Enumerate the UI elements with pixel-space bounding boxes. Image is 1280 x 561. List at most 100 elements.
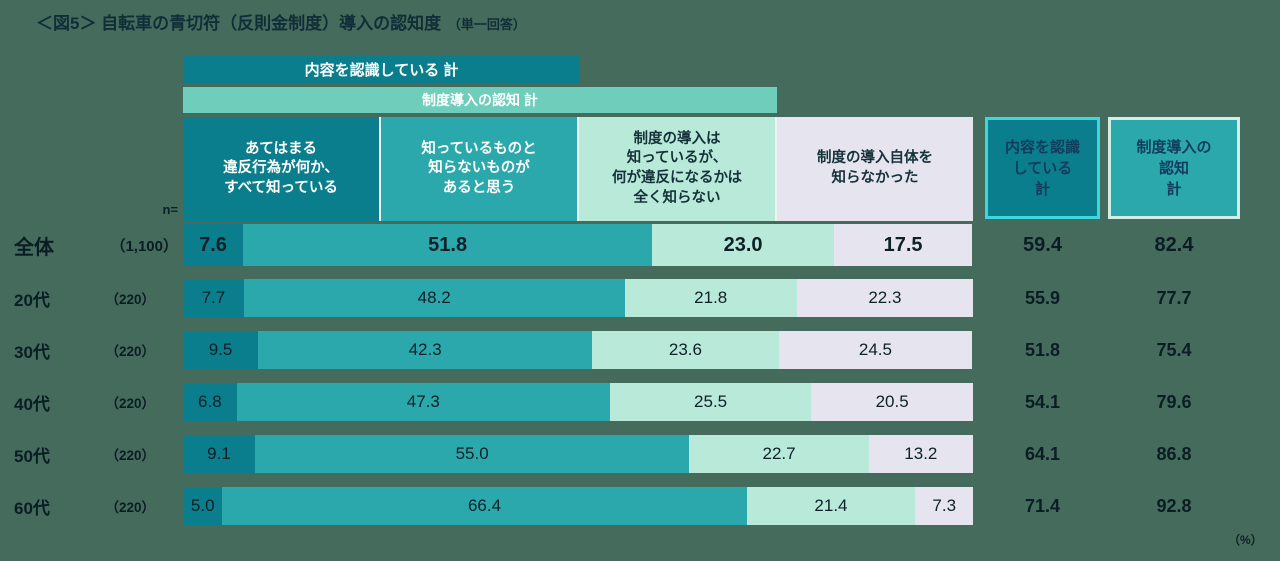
stacked-bar: 9.5 42.3 23.6 24.5	[183, 331, 973, 369]
row-sample-size: （220）	[105, 292, 155, 307]
bar-segment: 7.3	[915, 487, 974, 525]
segment-value: 5.0	[190, 496, 215, 515]
n-label: n=	[162, 202, 178, 217]
chart-row: 全体 （1,100） 7.6 51.8 23.0 17.5 59.4 82.4	[0, 224, 1280, 266]
segment-value: 6.8	[198, 392, 222, 411]
legend-band-content-recognition-total: 内容を認識している 計	[183, 55, 580, 83]
segment-value: 13.2	[904, 444, 938, 463]
summary-header-system-awareness: 制度導入の 認知 計	[1108, 117, 1240, 219]
summary-value-system-awareness: 77.7	[1156, 287, 1192, 308]
row-group-name: 30代	[14, 342, 50, 362]
category-headers: あてはまる 違反行為が何か、 すべて知っている 知っているものと 知らないものが…	[183, 117, 973, 221]
category-header-did-not-know: 制度の導入自体を 知らなかった	[775, 117, 973, 221]
summary-value-system-awareness: 82.4	[1154, 233, 1194, 256]
bar-segment: 9.5	[183, 331, 259, 369]
bar-segment: 17.5	[833, 224, 973, 266]
bar-segment: 48.2	[243, 279, 625, 317]
segment-value: 7.7	[201, 288, 226, 307]
bar-segment: 22.3	[796, 279, 973, 317]
bar-segment: 5.0	[183, 487, 223, 525]
bar-segment: 6.8	[183, 383, 237, 421]
row-group-name: 50代	[14, 446, 50, 466]
summary-value-content-recognition: 64.1	[1024, 443, 1061, 464]
summary-value-content-recognition: 55.9	[1024, 287, 1061, 308]
segment-value: 55.0	[455, 444, 489, 463]
category-header-know-intro-only: 制度の導入は 知っているが、 何が違反になるかは 全く知らない	[577, 117, 775, 221]
segment-value: 51.8	[428, 233, 468, 256]
bar-segment: 23.6	[592, 331, 779, 369]
row-group-name: 60代	[14, 498, 50, 518]
bar-segment: 20.5	[811, 383, 973, 421]
segment-value: 21.4	[814, 496, 848, 515]
bar-segment: 51.8	[243, 224, 653, 266]
bar-segment: 47.3	[236, 383, 610, 421]
bar-segment: 7.7	[183, 279, 244, 317]
segment-value: 22.7	[762, 444, 796, 463]
bar-segment: 42.3	[258, 331, 593, 369]
segment-value: 47.3	[406, 392, 440, 411]
stacked-bar: 9.1 55.0 22.7 13.2	[183, 435, 973, 473]
bar-segment: 7.6	[183, 224, 244, 266]
summary-value-system-awareness: 86.8	[1156, 443, 1192, 464]
stacked-bar: 7.6 51.8 23.0 17.5	[183, 224, 973, 266]
row-label: 20代 （220）	[0, 279, 183, 317]
row-sample-size: （220）	[105, 500, 155, 515]
category-header-know-some: 知っているものと 知らないものが あると思う	[379, 117, 577, 221]
row-label: 60代 （220）	[0, 487, 183, 525]
row-group-name: 全体	[14, 236, 54, 259]
chart-row: 20代 （220） 7.7 48.2 21.8 22.3 55.9 77.7	[0, 279, 1280, 317]
row-label: 全体 （1,100）	[0, 224, 183, 266]
bar-segment: 21.4	[746, 487, 916, 525]
segment-value: 48.2	[417, 288, 451, 307]
row-label: 40代 （220）	[0, 383, 183, 421]
legend-band-system-awareness-total: 制度導入の認知 計	[183, 87, 777, 113]
chart-row: 30代 （220） 9.5 42.3 23.6 24.5 51.8 75.4	[0, 331, 1280, 369]
bar-segment: 21.8	[624, 279, 797, 317]
summary-value-content-recognition: 59.4	[1023, 233, 1062, 256]
bar-segment: 9.1	[183, 435, 255, 473]
summary-value-content-recognition: 54.1	[1024, 391, 1061, 412]
segment-value: 7.6	[199, 233, 227, 256]
summary-value-system-awareness: 79.6	[1156, 391, 1192, 412]
segment-value: 20.5	[875, 392, 909, 411]
segment-value: 23.0	[723, 233, 763, 256]
stacked-bar: 6.8 47.3 25.5 20.5	[183, 383, 973, 421]
segment-value: 24.5	[858, 340, 892, 359]
segment-value: 9.5	[208, 340, 233, 359]
bar-segment: 24.5	[778, 331, 973, 369]
segment-value: 17.5	[883, 233, 923, 256]
row-sample-size: （220）	[105, 448, 155, 463]
segment-value: 22.3	[868, 288, 902, 307]
row-sample-size: （220）	[105, 344, 155, 359]
bar-segment: 66.4	[222, 487, 747, 525]
row-sample-size: （1,100）	[110, 237, 178, 255]
unit-label: （%）	[1228, 533, 1263, 547]
summary-value-content-recognition: 51.8	[1024, 339, 1061, 360]
segment-value: 66.4	[467, 496, 502, 515]
title-main: ＜図5＞ 自転車の青切符（反則金制度）導入の認知度	[36, 14, 442, 33]
stacked-bar: 5.0 66.4 21.4 7.3	[183, 487, 974, 525]
segment-value: 25.5	[694, 392, 728, 411]
row-group-name: 20代	[14, 290, 50, 310]
chart-row: 50代 （220） 9.1 55.0 22.7 13.2 64.1 86.8	[0, 435, 1280, 473]
summary-header-content-recognition: 内容を認識 している 計	[985, 117, 1100, 219]
segment-value: 7.3	[932, 496, 957, 515]
bar-segment: 13.2	[868, 435, 973, 473]
segment-value: 23.6	[668, 340, 702, 359]
bar-segment: 55.0	[254, 435, 690, 473]
summary-value-system-awareness: 92.8	[1156, 495, 1192, 516]
chart-row: 60代 （220） 5.0 66.4 21.4 7.3 71.4 92.8	[0, 487, 1280, 525]
chart-row: 40代 （220） 6.8 47.3 25.5 20.5 54.1 79.6	[0, 383, 1280, 421]
category-header-know-all: あてはまる 違反行為が何か、 すべて知っている	[183, 117, 379, 221]
chart-rows: 全体 （1,100） 7.6 51.8 23.0 17.5 59.4 82.4 20代 （220）…	[0, 224, 1280, 539]
stacked-bar: 7.7 48.2 21.8 22.3	[183, 279, 973, 317]
summary-value-system-awareness: 75.4	[1156, 339, 1192, 360]
row-sample-size: （220）	[105, 396, 155, 411]
bar-segment: 25.5	[609, 383, 812, 421]
segment-value: 21.8	[694, 288, 728, 307]
row-label: 30代 （220）	[0, 331, 183, 369]
segment-value: 42.3	[408, 340, 442, 359]
bar-segment: 23.0	[652, 224, 834, 266]
bar-segment: 22.7	[689, 435, 869, 473]
